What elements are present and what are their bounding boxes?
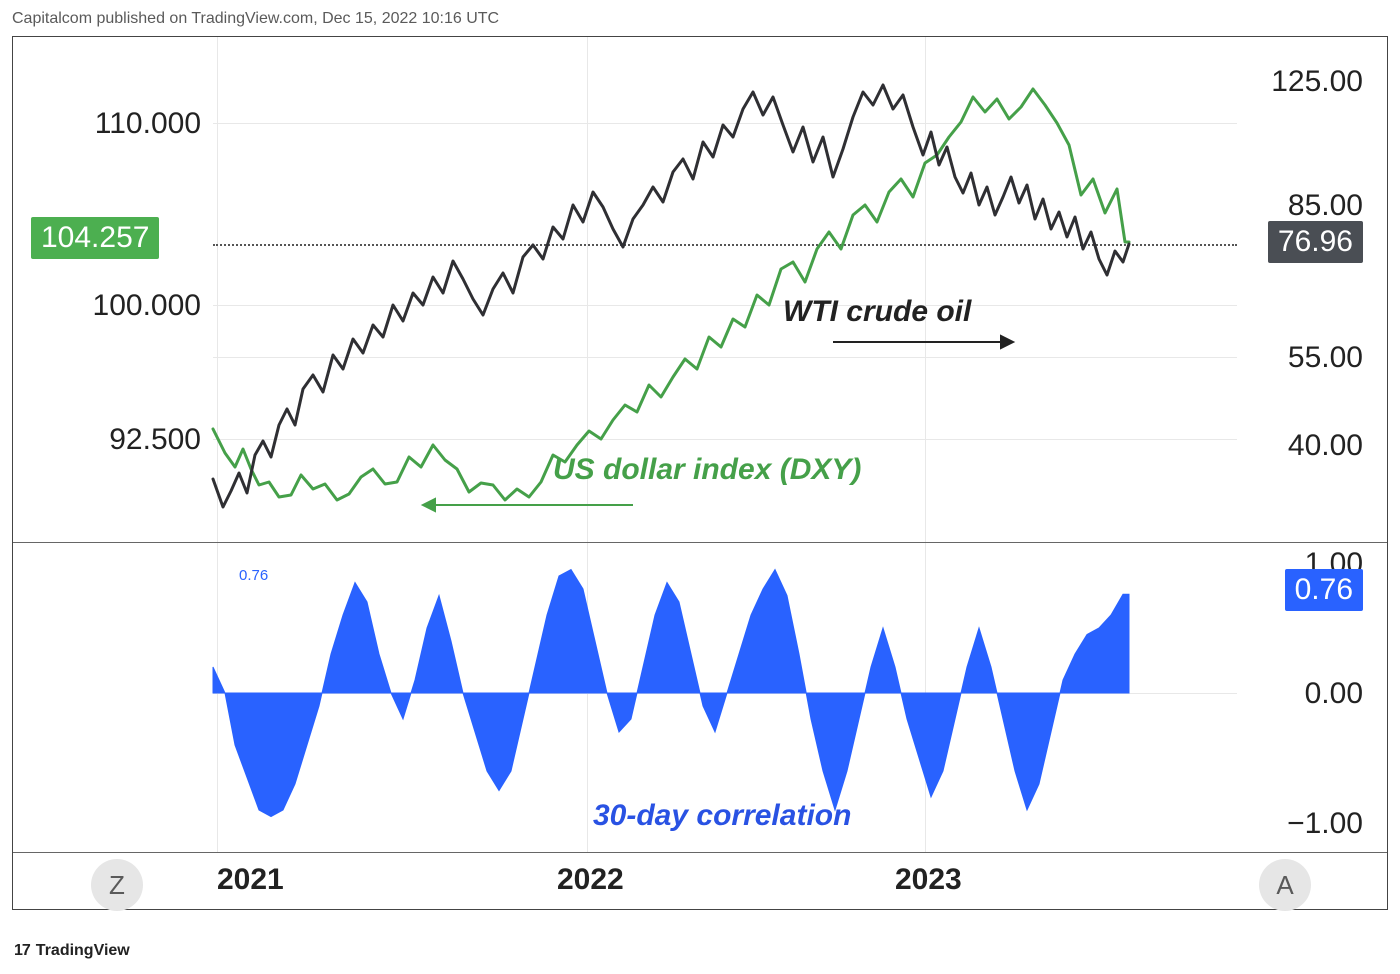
series-wti [213, 85, 1129, 507]
label-correlation: 30-day correlation [593, 799, 851, 833]
corr-price-tag: 0.76 [1285, 569, 1363, 611]
x-axis-pane: Z 2021 2022 2023 A [13, 853, 1387, 909]
x-tick: 2021 [217, 863, 284, 897]
pill-right[interactable]: A [1259, 859, 1311, 911]
correlation-pane[interactable]: 1.00 0.00 −1.00 0.76 0.76 30-day correla… [13, 543, 1387, 853]
footer-brand: 17 TradingView [14, 942, 130, 960]
corr-axis-tick: −1.00 [1287, 807, 1363, 841]
right-axis-tick: 85.00 [1288, 189, 1363, 223]
arrow-dxy [423, 499, 633, 511]
tradingview-brand: TradingView [36, 942, 130, 960]
right-price-tag: 76.96 [1268, 221, 1363, 263]
left-axis-tick: 92.500 [31, 423, 201, 457]
series-dxy [213, 89, 1129, 500]
right-axis-tick: 55.00 [1288, 341, 1363, 375]
tradingview-logo-icon: 17 [14, 942, 30, 960]
pill-left[interactable]: Z [91, 859, 143, 911]
right-axis-tick: 125.00 [1271, 65, 1363, 99]
main-pane[interactable]: 110.000 100.000 92.500 125.00 85.00 55.0… [13, 37, 1387, 543]
left-axis-tick: 110.000 [31, 107, 201, 141]
x-tick: 2023 [895, 863, 962, 897]
left-price-tag: 104.257 [31, 217, 159, 259]
publish-info: Capitalcom published on TradingView.com,… [12, 10, 499, 28]
x-tick: 2022 [557, 863, 624, 897]
label-dxy: US dollar index (DXY) [553, 453, 861, 487]
right-axis-tick: 40.00 [1288, 429, 1363, 463]
chart-frame: 110.000 100.000 92.500 125.00 85.00 55.0… [12, 36, 1388, 910]
arrow-wti [833, 336, 1013, 348]
corr-axis-tick: 0.00 [1305, 677, 1363, 711]
label-wti: WTI crude oil [783, 295, 971, 329]
left-axis-tick: 100.000 [31, 289, 201, 323]
series-correlation [213, 570, 1129, 817]
